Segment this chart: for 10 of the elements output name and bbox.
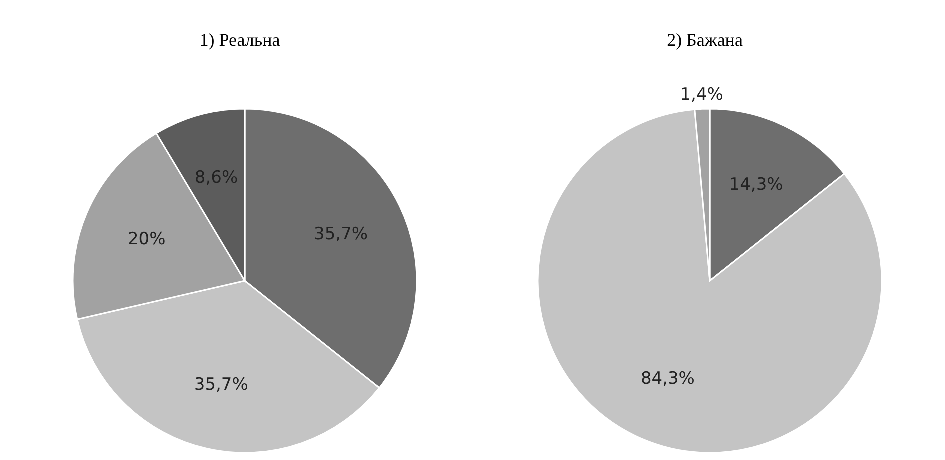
data-label: 1,4% bbox=[680, 85, 724, 106]
pie-slice bbox=[538, 108, 883, 452]
chart-title: 2) Бажана bbox=[666, 30, 744, 51]
data-label: 20% bbox=[128, 229, 166, 250]
data-label: 14,3% bbox=[729, 174, 784, 195]
data-label: 35,7% bbox=[194, 375, 248, 395]
data-label: 84,3% bbox=[640, 369, 695, 389]
data-label: 8,6% bbox=[194, 168, 238, 188]
data-label: 35,7% bbox=[314, 224, 368, 245]
chart-title: 1) Реальна bbox=[198, 30, 282, 51]
